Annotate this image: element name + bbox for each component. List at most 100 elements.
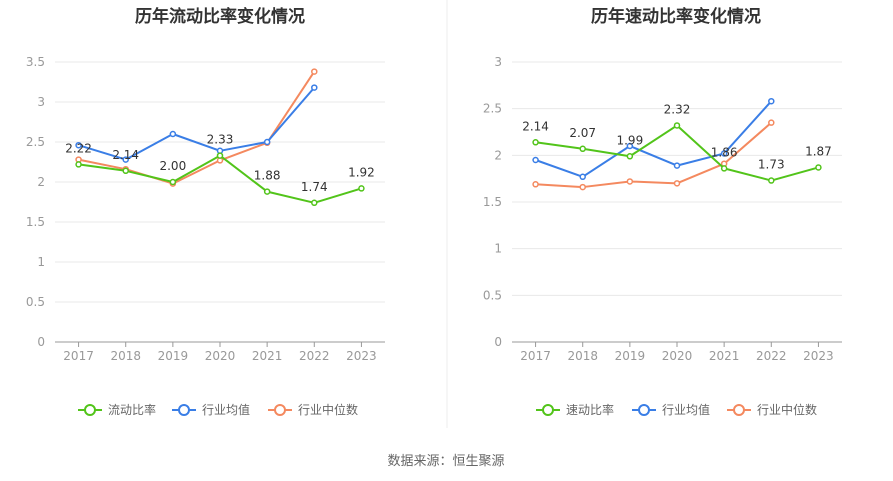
y-tick-label: 2 [494,148,502,162]
data-label: 2.32 [664,102,691,116]
data-label: 1.74 [301,180,328,194]
data-label: 1.86 [711,145,738,159]
y-tick-label: 1.5 [26,215,45,229]
y-tick-label: 3.5 [26,55,45,69]
data-label: 1.73 [758,158,785,172]
data-point-industry-median [579,183,586,191]
x-tick-label: 2023 [803,349,834,363]
data-point-ratio [579,145,586,153]
series-line-industry-median [535,121,772,189]
legend-label: 行业均值 [662,402,710,417]
data-point-ratio [75,161,82,168]
y-tick-label: 0 [494,335,502,349]
y-tick-label: 2.5 [26,135,45,149]
data-label: 1.87 [805,144,832,158]
x-tick-label: 2019 [158,349,189,363]
data-point-industry-median [673,180,681,187]
x-tick-label: 2017 [520,349,551,363]
data-label: 2.07 [569,126,596,140]
data-label: 2.14 [112,148,139,162]
data-point-ratio [768,177,775,184]
data-point-ratio [626,153,634,160]
x-tick-label: 2018 [110,349,141,363]
x-tick-label: 2019 [615,349,646,363]
data-label: 2.14 [522,119,549,133]
legend-item-industry-avg[interactable]: 行业均值 [172,402,250,417]
y-tick-label: 0.5 [483,288,502,302]
legend-item-industry-median[interactable]: 行业中位数 [268,402,358,417]
data-point-ratio [216,152,224,159]
data-point-ratio [122,167,129,175]
data-point-industry-avg [122,156,129,163]
legend-item-industry-avg[interactable]: 行业均值 [632,402,710,417]
data-point-industry-avg [720,150,728,157]
x-tick-label: 2020 [205,349,236,363]
x-tick-label: 2018 [567,349,598,363]
x-tick-label: 2021 [252,349,283,363]
data-point-industry-avg [532,156,539,164]
data-point-industry-median [626,178,634,185]
legend-label: 流动比率 [108,402,156,417]
data-source-note: 数据来源：恒生聚源 [387,454,504,469]
y-tick-label: 0 [37,335,45,349]
data-point-industry-avg [768,97,775,105]
data-point-industry-avg [311,84,318,91]
y-tick-label: 3 [494,55,502,69]
legend-swatch-marker [733,404,745,416]
quick-ratio-chart: 历年速动比率变化情况 0 0.5 1 1.5 2 2.5 3 2017 2018 2019 2020 2… [483,6,842,417]
series-line-industry-median [78,71,316,185]
data-label: 2.00 [159,159,186,173]
data-point-industry-median [768,119,775,126]
data-label: 2.22 [65,141,92,155]
data-point-industry-avg [626,142,634,150]
data-point-ratio [720,165,728,172]
x-tick-label: 2020 [662,349,693,363]
data-label: 1.92 [348,165,375,179]
current-ratio-chart: 历年流动比率变化情况 0 0.5 1 1.5 2 2.5 3 3.5 2017 2018 2019 20… [26,6,385,417]
data-label: 1.88 [254,169,281,183]
data-point-industry-avg [263,138,271,146]
legend-label: 行业均值 [202,402,250,417]
x-tick-label: 2017 [63,349,94,363]
y-tick-label: 1 [494,242,502,256]
y-tick-label: 0.5 [26,295,45,309]
legend-label: 速动比率 [566,402,614,417]
legend-swatch-marker [178,404,190,416]
legend-item-ratio[interactable]: 流动比率 [78,402,156,417]
legend-label: 行业中位数 [298,402,358,417]
data-point-ratio [169,178,177,186]
data-point-industry-avg [673,162,681,169]
series-line-industry-avg [535,100,773,178]
x-tick-label: 2021 [709,349,740,363]
y-tick-label: 2.5 [483,102,502,116]
y-tick-label: 2 [37,175,45,189]
data-point-industry-avg [169,130,177,138]
data-label: 1.99 [616,133,643,147]
legend-swatch-marker [542,404,554,416]
data-point-industry-avg [579,173,586,181]
data-point-ratio [673,122,681,129]
data-point-industry-median [311,68,318,75]
series-line-industry-avg [78,86,316,161]
y-tick-label: 3 [37,95,45,109]
data-point-ratio [358,185,365,192]
data-point-industry-median [532,181,539,188]
data-point-industry-avg [75,141,82,149]
x-tick-label: 2022 [299,349,330,363]
chart-title: 历年流动比率变化情况 [135,6,305,27]
legend-item-ratio[interactable]: 速动比率 [536,402,614,417]
y-tick-label: 1.5 [483,195,502,209]
legend-swatch-marker [274,404,286,416]
data-point-ratio [311,199,318,207]
x-tick-label: 2022 [756,349,787,363]
legend-label: 行业中位数 [757,402,817,417]
data-label: 2.33 [207,133,234,147]
data-point-ratio [815,164,822,171]
legend-swatch-marker [84,404,96,416]
chart-title: 历年速动比率变化情况 [591,6,761,27]
legend-item-industry-median[interactable]: 行业中位数 [727,402,817,417]
legend-swatch-marker [638,404,650,416]
x-tick-label: 2023 [346,349,377,363]
data-point-ratio [263,188,271,195]
